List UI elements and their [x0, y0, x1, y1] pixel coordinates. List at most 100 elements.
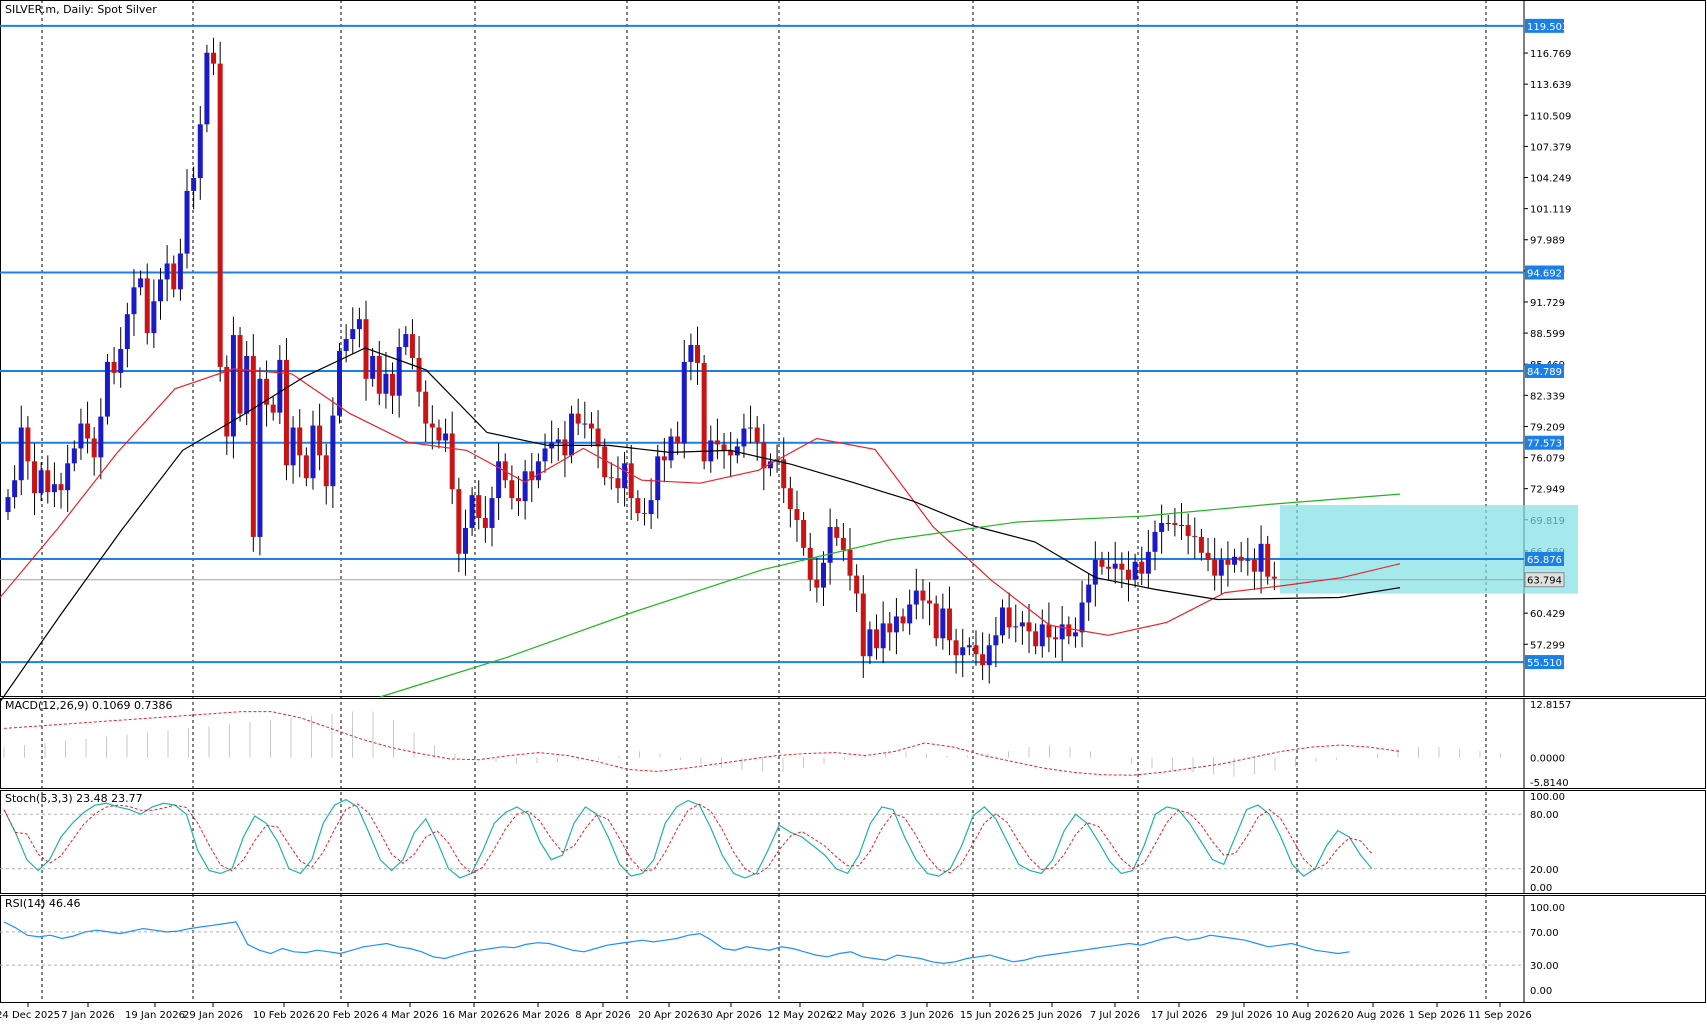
- candle-body: [787, 488, 793, 510]
- candle-body: [960, 647, 966, 656]
- candle-body: [1192, 535, 1198, 537]
- candle-body: [45, 470, 51, 493]
- candle-body: [986, 645, 992, 666]
- candle-body: [1139, 561, 1145, 574]
- candle-body: [575, 413, 581, 424]
- macd-label: MACD(12,26,9) 0.1069 0.7386: [5, 699, 173, 712]
- rsi-tick-label: 0.00: [1530, 986, 1552, 997]
- price-tick-label: 113.639: [1530, 80, 1571, 91]
- candle-body: [376, 355, 382, 394]
- candle-body: [416, 357, 422, 392]
- candle-body: [569, 413, 575, 456]
- candle-body: [562, 439, 568, 456]
- level-price-label: 94.692: [1527, 269, 1562, 280]
- candle-body: [602, 446, 608, 478]
- price-tick-label: 97.989: [1530, 236, 1565, 247]
- candle-body: [38, 470, 44, 494]
- candle-body: [303, 455, 309, 479]
- date-tick-label: 3 Jun 2026: [900, 1010, 954, 1021]
- candle-body: [396, 347, 402, 396]
- candle-body: [854, 575, 860, 594]
- stoch-signal-line: [3, 803, 1373, 876]
- candle-body: [1099, 559, 1105, 567]
- candle-body: [1159, 522, 1165, 532]
- candle-body: [714, 440, 720, 445]
- candle-body: [104, 361, 110, 417]
- candle-body: [297, 427, 303, 456]
- candle-body: [761, 442, 767, 469]
- candle-body: [58, 484, 64, 491]
- candle-body: [283, 359, 289, 466]
- level-price-label-bg: [1525, 435, 1564, 450]
- stoch-tick-label: 20.00: [1530, 865, 1559, 876]
- candle-body: [728, 450, 734, 456]
- candle-body: [880, 623, 886, 649]
- price-tick-label: 110.509: [1530, 111, 1571, 122]
- candle-body: [661, 456, 667, 461]
- candle-body: [429, 423, 435, 428]
- date-tick-label: 12 May 2026: [767, 1010, 832, 1021]
- price-tick-label: 101.119: [1530, 205, 1571, 216]
- candle-body: [1079, 602, 1085, 633]
- date-tick-label: 10 Feb 2026: [253, 1010, 315, 1021]
- candle-body: [887, 623, 893, 633]
- macd-tick-label: 12.8157: [1530, 700, 1571, 711]
- candle-body: [641, 513, 647, 515]
- candle-body: [1271, 576, 1277, 579]
- candle-body: [1179, 524, 1185, 526]
- candle-body: [966, 645, 972, 648]
- candle-body: [509, 480, 515, 499]
- candle-body: [489, 498, 495, 528]
- candle-body: [1245, 559, 1251, 561]
- candle-body: [794, 509, 800, 520]
- candle-body: [1046, 624, 1052, 638]
- candle-body: [197, 124, 203, 178]
- price-tick-label: 60.429: [1530, 609, 1565, 620]
- candle-body: [1066, 624, 1072, 637]
- candle-body: [32, 461, 38, 494]
- candle-body: [608, 477, 614, 479]
- candle-body: [131, 287, 137, 315]
- candle-body: [1218, 559, 1224, 576]
- candle-body: [383, 373, 389, 394]
- moving-average-slow-line: [379, 493, 1401, 698]
- candle-body: [138, 278, 144, 288]
- candle-body: [244, 355, 250, 414]
- candle-body: [1039, 624, 1045, 647]
- price-tick-label: 107.379: [1530, 142, 1571, 153]
- candle-body: [900, 616, 906, 624]
- price-tick-label: 104.249: [1530, 174, 1571, 185]
- candle-body: [555, 439, 561, 443]
- level-price-label-bg: [1525, 18, 1564, 33]
- candle-body: [98, 416, 104, 458]
- candle-body: [1125, 569, 1131, 580]
- candle-body: [701, 362, 707, 462]
- candle-body: [1265, 543, 1271, 577]
- candle-body: [443, 433, 449, 441]
- candle-body: [847, 549, 853, 576]
- stoch-tick-label: 0.00: [1530, 883, 1552, 894]
- candle-body: [615, 478, 621, 489]
- candle-body: [1152, 531, 1158, 552]
- candle-body: [323, 455, 329, 487]
- candle-body: [1258, 543, 1264, 572]
- level-price-label-bg: [1525, 363, 1564, 378]
- candle-body: [814, 579, 820, 588]
- candle-body: [980, 654, 986, 666]
- date-tick-label: 29 Jul 2026: [1216, 1010, 1273, 1021]
- rsi-tick-label: 70.00: [1530, 928, 1559, 939]
- level-price-label-bg: [1525, 552, 1564, 567]
- rsi-label: RSI(14) 46.46: [5, 897, 80, 910]
- main-pane-frame: [0, 0, 1706, 697]
- candle-body: [469, 495, 475, 528]
- candle-body: [582, 423, 588, 425]
- candle-body: [920, 590, 926, 601]
- symbol-label: SILVER.m, Daily: Spot Silver: [5, 3, 157, 16]
- candle-body: [1212, 559, 1218, 576]
- current-price-label-bg: [1524, 572, 1565, 588]
- date-tick-label: 29 Jan 2026: [183, 1010, 243, 1021]
- level-price-label-bg: [1525, 265, 1564, 280]
- candle-body: [191, 177, 197, 191]
